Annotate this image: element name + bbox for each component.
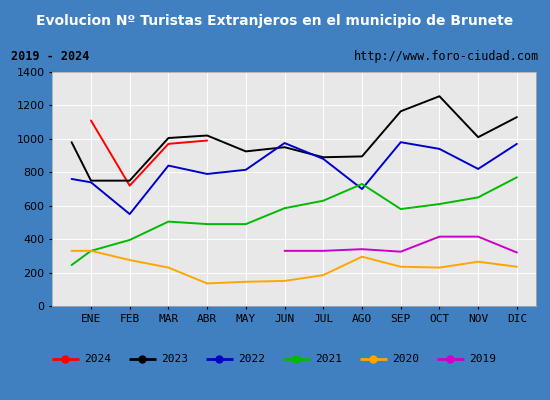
Text: 2020: 2020 xyxy=(392,354,419,364)
Text: 2019: 2019 xyxy=(469,354,496,364)
Text: 2021: 2021 xyxy=(315,354,342,364)
Text: 2024: 2024 xyxy=(84,354,111,364)
Text: http://www.foro-ciudad.com: http://www.foro-ciudad.com xyxy=(354,50,539,63)
Text: 2023: 2023 xyxy=(161,354,188,364)
Text: 2022: 2022 xyxy=(238,354,265,364)
Text: 2019 - 2024: 2019 - 2024 xyxy=(11,50,89,63)
Text: Evolucion Nº Turistas Extranjeros en el municipio de Brunete: Evolucion Nº Turistas Extranjeros en el … xyxy=(36,14,514,28)
